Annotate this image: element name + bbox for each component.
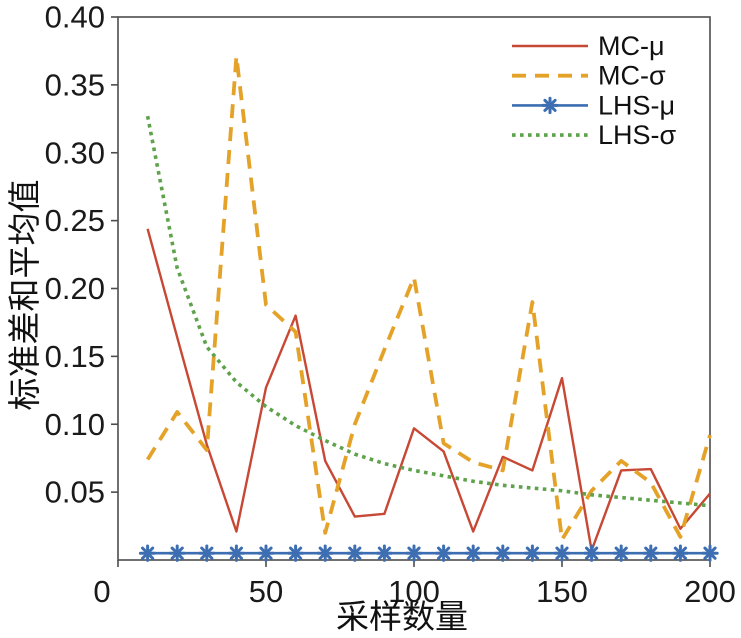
legend-label: LHS-σ <box>598 120 677 150</box>
y-axis-title: 标准差和平均值 <box>6 180 43 411</box>
marker-asterisk-icon <box>375 544 394 562</box>
x-tick-label: 100 <box>388 574 440 609</box>
legend-item-MC-μ: MC-μ <box>512 31 665 61</box>
legend-label: MC-μ <box>598 31 665 61</box>
legend-label: MC-σ <box>598 61 666 91</box>
y-tick-label: 0.20 <box>45 271 105 306</box>
x-tick-label: 200 <box>684 574 736 609</box>
x-tick-label: 50 <box>249 574 283 609</box>
y-tick-label: 0.40 <box>45 0 105 35</box>
marker-asterisk-icon <box>642 544 660 562</box>
marker-asterisk-icon <box>612 544 630 562</box>
x-tick-label: 0 <box>93 574 110 609</box>
x-axis-title: 采样数量 <box>336 598 468 635</box>
series-markers-LHS-μ <box>138 544 719 562</box>
legend-item-MC-σ: MC-σ <box>512 61 666 91</box>
y-tick-label: 0.30 <box>45 135 105 170</box>
marker-asterisk-icon <box>138 544 157 562</box>
marker-asterisk-icon <box>346 544 364 562</box>
y-tick-label: 0.05 <box>45 475 105 510</box>
marker-asterisk-icon <box>168 544 186 562</box>
series-line-MC-μ <box>146 228 711 552</box>
marker-asterisk-icon <box>434 544 453 562</box>
marker-asterisk-icon <box>286 544 305 562</box>
series-line-MC-σ <box>145 54 712 542</box>
marker-asterisk-icon <box>405 544 423 562</box>
marker-asterisk-icon <box>671 544 690 562</box>
marker-asterisk-icon <box>257 544 275 562</box>
y-tick-label: 0.10 <box>45 407 105 442</box>
marker-asterisk-icon <box>701 544 719 562</box>
y-tick-label: 0.15 <box>45 339 105 374</box>
marker-asterisk-icon <box>541 96 559 115</box>
legend-label: LHS-μ <box>598 90 675 120</box>
marker-asterisk-icon <box>227 544 246 562</box>
marker-asterisk-icon <box>582 544 601 562</box>
series-line-LHS-σ <box>145 115 711 508</box>
marker-asterisk-icon <box>523 544 542 562</box>
x-tick-label: 150 <box>536 574 588 609</box>
marker-asterisk-icon <box>464 544 482 562</box>
y-tick-label: 0.25 <box>45 203 105 238</box>
legend-item-LHS-σ: LHS-σ <box>512 120 677 150</box>
marker-asterisk-icon <box>198 544 216 562</box>
marker-asterisk-icon <box>494 544 512 562</box>
chart-plot-area: 0.05 0.10 0.15 0.20 0.25 0.30 0.35 0.40 0 50 100 15… <box>45 0 736 609</box>
legend-item-LHS-μ: LHS-μ <box>512 90 675 120</box>
y-tick-label: 0.35 <box>45 67 105 102</box>
marker-asterisk-icon <box>316 544 334 562</box>
marker-asterisk-icon <box>553 544 571 562</box>
